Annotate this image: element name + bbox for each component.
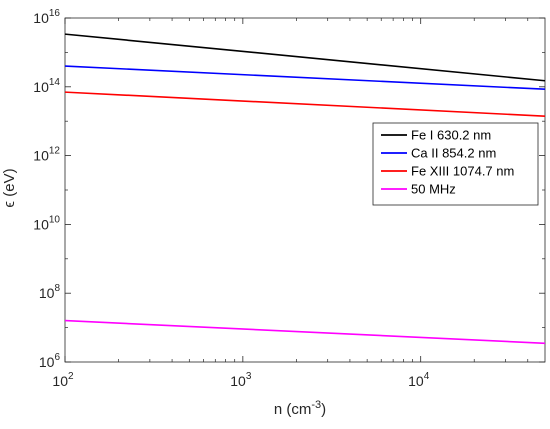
x-axis-title-base: n (cm <box>274 401 312 418</box>
series-layer <box>64 33 546 345</box>
legend-label-2: Fe XIII 1074.7 nm <box>411 164 514 179</box>
y-tick-label: 108 <box>39 283 61 301</box>
series-line-2 <box>64 91 546 117</box>
x-tick-label: 103 <box>230 371 252 389</box>
y-tick-label: 1016 <box>33 8 60 26</box>
x-axis-title: n (cm-3) <box>274 399 326 418</box>
series-line-3 <box>64 319 546 345</box>
legend-label-3: 50 MHz <box>411 182 456 197</box>
x-tick-label: 102 <box>52 371 74 389</box>
y-axis-title: ϵ (eV) <box>1 168 18 207</box>
y-tick-label: 1014 <box>33 77 60 95</box>
legend-label-0: Fe I 630.2 nm <box>411 128 491 143</box>
axes-layer: 102 103 104 106 108 1010 1012 1014 1016 <box>33 8 545 389</box>
x-axis-title-close: ) <box>321 401 326 418</box>
x-tick-label: 104 <box>408 371 430 389</box>
legend: Fe I 630.2 nm Ca II 854.2 nm Fe XIII 1074.… <box>372 122 539 206</box>
x-axis-title-sup: -3 <box>311 399 321 411</box>
legend-label-1: Ca II 854.2 nm <box>411 146 496 161</box>
y-tick-label: 1012 <box>33 146 60 164</box>
y-tick-label: 1010 <box>33 214 60 232</box>
series-line-0 <box>64 33 546 82</box>
series-line-1 <box>64 65 546 91</box>
y-tick-label: 106 <box>39 352 61 370</box>
legend-box <box>372 122 539 206</box>
